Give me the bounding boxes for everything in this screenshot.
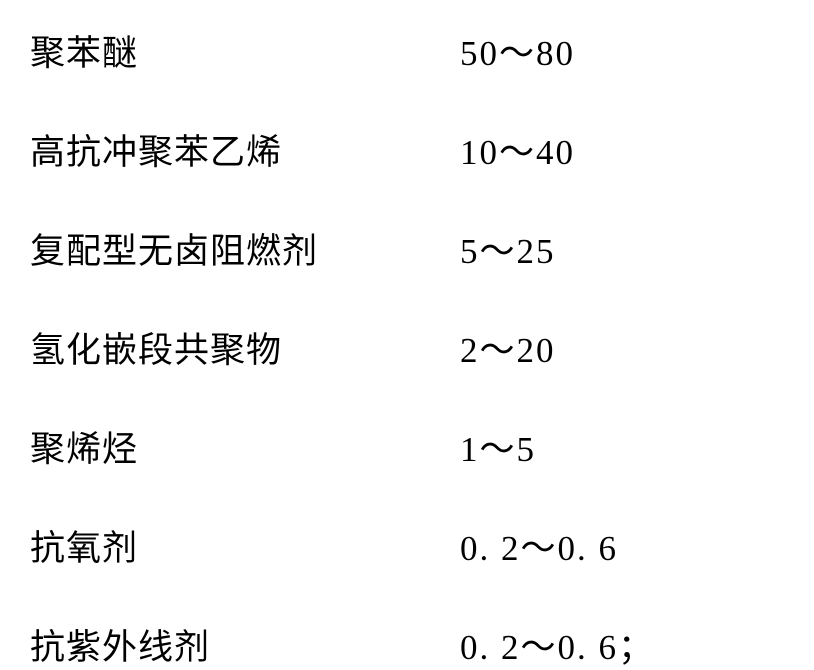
ingredient-value: 10～40 [460, 124, 575, 175]
table-row: 聚烯烃 1～5 [30, 421, 784, 472]
table-row: 抗氧剂 0. 2～0. 6 [30, 520, 784, 571]
table-row: 抗紫外线剂 0. 2～0. 6 ； [30, 619, 784, 670]
table-row: 氢化嵌段共聚物 2～20 [30, 322, 784, 373]
composition-table: 聚苯醚 50～80 高抗冲聚苯乙烯 10～40 复配型无卤阻燃剂 5～25 氢化… [30, 25, 784, 670]
ingredient-value: 1～5 [460, 421, 536, 472]
ingredient-value: 5～25 [460, 223, 556, 274]
ingredient-value: 0. 2～0. 6 [460, 619, 618, 670]
ingredient-value: 2～20 [460, 322, 556, 373]
row-suffix: ； [618, 619, 653, 670]
ingredient-label: 氢化嵌段共聚物 [30, 322, 460, 373]
ingredient-label: 聚烯烃 [30, 421, 460, 472]
ingredient-label: 复配型无卤阻燃剂 [30, 223, 460, 274]
ingredient-value: 50～80 [460, 25, 575, 76]
table-row: 高抗冲聚苯乙烯 10～40 [30, 124, 784, 175]
ingredient-label: 高抗冲聚苯乙烯 [30, 124, 460, 175]
ingredient-label: 抗紫外线剂 [30, 619, 460, 670]
ingredient-value: 0. 2～0. 6 [460, 520, 618, 571]
ingredient-label: 聚苯醚 [30, 25, 460, 76]
table-row: 复配型无卤阻燃剂 5～25 [30, 223, 784, 274]
ingredient-label: 抗氧剂 [30, 520, 460, 571]
table-row: 聚苯醚 50～80 [30, 25, 784, 76]
